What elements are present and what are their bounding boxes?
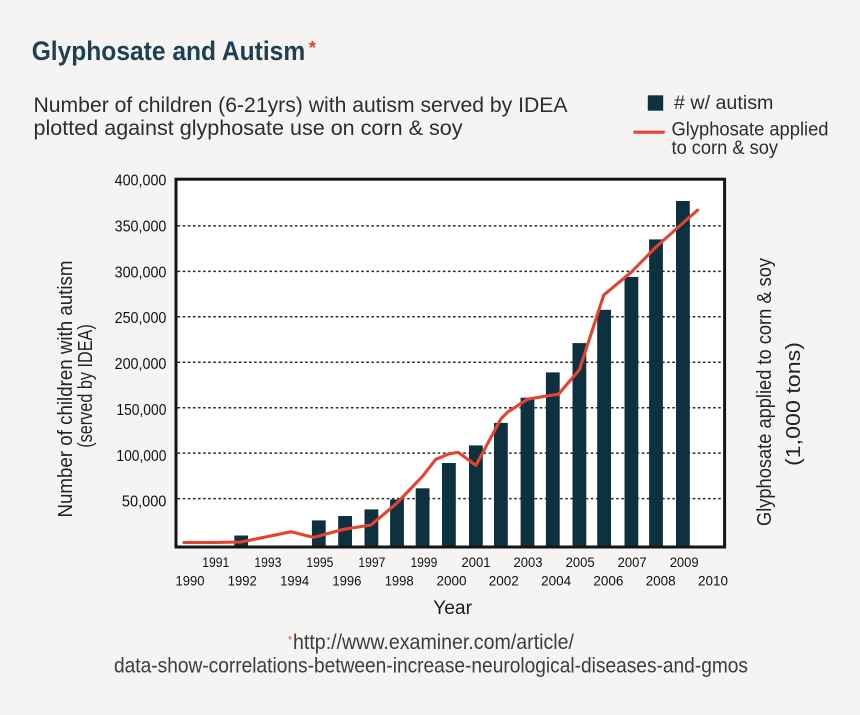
- svg-text:1995: 1995: [306, 554, 333, 570]
- svg-text:Number of children (6-21yrs) w: Number of children (6-21yrs) with autism…: [34, 93, 569, 117]
- svg-text:Glyphosate applied to corn & s: Glyphosate applied to corn & soy: [754, 258, 776, 526]
- svg-text:2003: 2003: [514, 554, 543, 570]
- svg-text:1999: 1999: [410, 554, 437, 570]
- svg-text:2002: 2002: [489, 573, 519, 589]
- svg-text:50,000: 50,000: [122, 494, 167, 511]
- svg-text:400,000: 400,000: [115, 173, 167, 190]
- svg-text:300,000: 300,000: [115, 264, 167, 281]
- svg-text:http://www.examiner.com/articl: http://www.examiner.com/article/: [293, 631, 574, 654]
- svg-text:200,000: 200,000: [115, 356, 167, 373]
- svg-text:Number of children with autism: Number of children with autism: [55, 261, 77, 518]
- svg-text:*: *: [309, 37, 317, 58]
- svg-text:2007: 2007: [618, 554, 647, 570]
- svg-text:plotted against glyphosate use: plotted against glyphosate use on corn &…: [34, 116, 463, 140]
- svg-text:data-show-correlations-between: data-show-correlations-between-increase-…: [114, 654, 748, 678]
- svg-text:1994: 1994: [280, 573, 309, 589]
- svg-text:2000: 2000: [437, 573, 467, 589]
- svg-text:1996: 1996: [332, 573, 361, 589]
- svg-text:1993: 1993: [254, 554, 281, 570]
- svg-text:1997: 1997: [358, 554, 385, 570]
- svg-text:250,000: 250,000: [115, 310, 167, 327]
- svg-text:2001: 2001: [462, 554, 491, 570]
- svg-text:1991: 1991: [202, 554, 229, 570]
- svg-text:1992: 1992: [228, 573, 257, 589]
- svg-text:*: *: [288, 635, 292, 646]
- svg-text:Glyphosate and Autism: Glyphosate and Autism: [32, 36, 306, 66]
- svg-text:(served by IDEA): (served by IDEA): [75, 324, 97, 448]
- svg-text:to corn & soy: to corn & soy: [672, 138, 779, 159]
- svg-text:1998: 1998: [385, 573, 414, 589]
- svg-text:150,000: 150,000: [116, 402, 166, 419]
- svg-text:Glyphosate applied: Glyphosate applied: [672, 120, 829, 141]
- svg-text:Year: Year: [433, 598, 473, 619]
- svg-text:2008: 2008: [646, 573, 676, 589]
- svg-text:2006: 2006: [593, 573, 623, 589]
- svg-text:2004: 2004: [541, 573, 571, 589]
- svg-text:2009: 2009: [670, 554, 699, 570]
- svg-text:350,000: 350,000: [115, 218, 167, 235]
- svg-text:2010: 2010: [698, 573, 728, 589]
- svg-text:# w/ autism: # w/ autism: [674, 93, 773, 114]
- svg-text:100,000: 100,000: [116, 448, 166, 465]
- svg-text:2005: 2005: [566, 554, 595, 570]
- svg-text:(1,000 tons): (1,000 tons): [783, 342, 805, 466]
- svg-text:1990: 1990: [176, 573, 205, 589]
